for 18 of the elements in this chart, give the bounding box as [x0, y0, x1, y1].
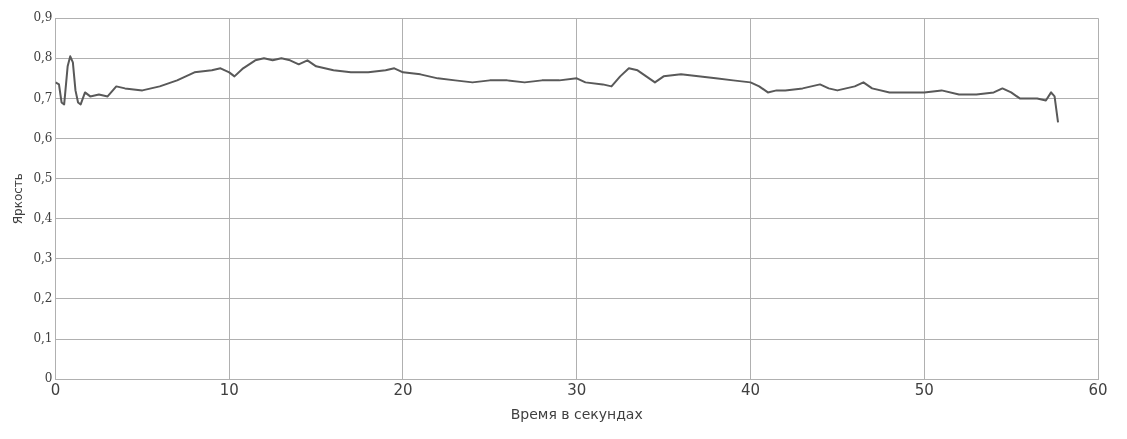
- x-tick-label: 30: [567, 381, 587, 400]
- y-tick-label: 0,3: [33, 250, 53, 265]
- y-tick-label: 0,1: [33, 331, 53, 346]
- x-tick-label: 60: [1088, 381, 1108, 400]
- y-tick-label: 0,6: [33, 130, 53, 145]
- y-axis-title: Яркость: [11, 173, 26, 225]
- y-tick-label: 0,5: [33, 170, 53, 185]
- y-tick-label: 0,4: [33, 210, 53, 225]
- y-tick-label: 0,2: [33, 291, 53, 306]
- y-tick-label: 0,8: [33, 50, 53, 65]
- y-tick-label: 0,9: [33, 10, 53, 25]
- x-axis-title: Время в секундах: [510, 406, 643, 423]
- x-tick-label: 10: [219, 381, 239, 400]
- x-tick-label: 40: [740, 381, 761, 400]
- x-tick-label: 20: [393, 381, 413, 400]
- y-tick-label: 0,7: [33, 90, 53, 105]
- y-tick-label: 0: [44, 371, 53, 386]
- x-tick-label: 50: [914, 381, 934, 400]
